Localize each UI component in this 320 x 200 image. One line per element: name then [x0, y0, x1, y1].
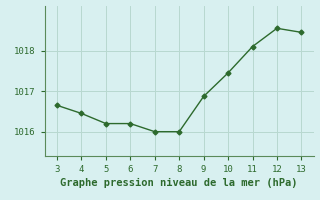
X-axis label: Graphe pression niveau de la mer (hPa): Graphe pression niveau de la mer (hPa)	[60, 178, 298, 188]
